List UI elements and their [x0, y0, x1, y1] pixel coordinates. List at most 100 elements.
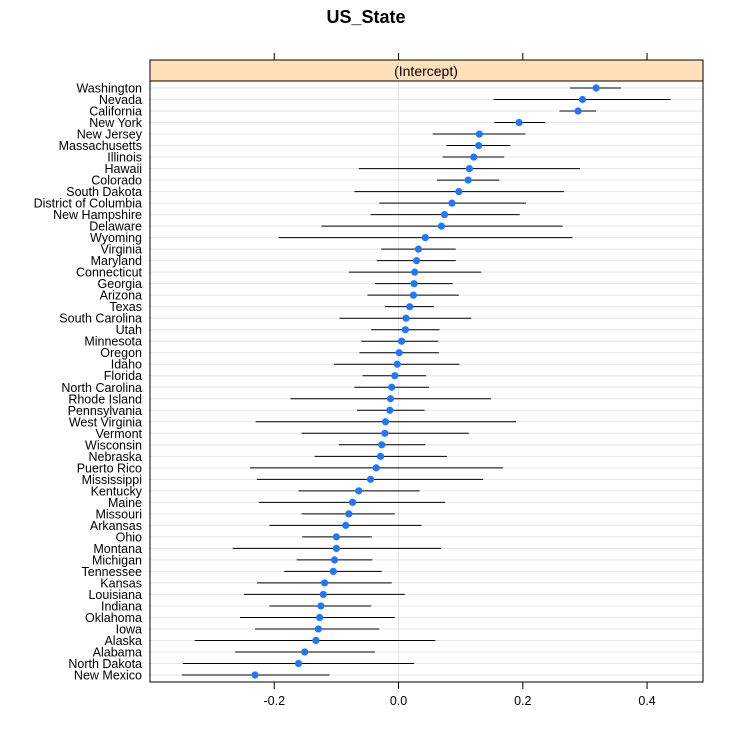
category-label: Connecticut — [76, 266, 143, 280]
estimate-point — [294, 659, 303, 668]
category-label: Minnesota — [84, 335, 142, 349]
estimate-point — [345, 510, 353, 518]
estimate-point — [378, 441, 386, 449]
category-label: South Carolina — [59, 312, 142, 326]
category-label: New York — [89, 116, 143, 130]
category-label: Alabama — [93, 645, 142, 659]
axis-layer: -0.2 0.0 0.2 0.4 — [263, 53, 656, 708]
estimate-point — [401, 326, 409, 334]
estimate-point — [342, 521, 350, 529]
estimate-point — [440, 211, 449, 219]
estimate-point — [395, 349, 403, 357]
estimate-point — [414, 245, 423, 253]
estimate-point — [437, 222, 446, 230]
estimate-point — [391, 372, 399, 380]
category-label: Massachusetts — [59, 139, 142, 153]
category-label: Vermont — [95, 427, 142, 441]
category-label: California — [89, 105, 142, 119]
category-label: Utah — [116, 323, 142, 337]
category-label: Iowa — [116, 622, 142, 636]
x-tick-label: 0.4 — [638, 694, 655, 708]
estimate-point — [470, 153, 478, 161]
category-label: Wyoming — [90, 231, 142, 245]
category-label: Washington — [76, 82, 142, 96]
category-label: Pennsylvania — [68, 404, 142, 418]
estimate-point — [578, 95, 587, 104]
estimate-point — [251, 671, 259, 679]
estimate-point — [316, 613, 324, 622]
category-label: Maryland — [91, 254, 142, 268]
estimate-point — [314, 625, 322, 633]
category-label: Kansas — [100, 576, 142, 590]
strip-label: (Intercept) — [394, 63, 458, 79]
estimate-point — [475, 130, 483, 138]
estimate-point — [376, 452, 385, 460]
category-label: Puerto Rico — [77, 461, 142, 475]
estimate-point — [465, 164, 473, 173]
category-label: Virginia — [101, 243, 143, 257]
x-tick-label: -0.2 — [263, 694, 285, 708]
point-layer — [251, 84, 600, 679]
category-label: Colorado — [91, 174, 142, 188]
category-label: New Jersey — [77, 128, 143, 142]
category-label: Nevada — [99, 93, 142, 107]
category-label: Mississippi — [82, 473, 142, 487]
strip-panel: (Intercept) — [149, 59, 704, 82]
category-label: Indiana — [101, 599, 142, 613]
estimate-point — [348, 498, 357, 506]
category-label: Arkansas — [90, 519, 142, 533]
estimate-point — [312, 636, 320, 645]
estimate-point — [388, 383, 396, 391]
category-label: Wisconsin — [85, 438, 142, 452]
estimate-point — [319, 590, 327, 599]
category-label: District of Columbia — [34, 197, 142, 211]
estimate-point — [409, 291, 418, 299]
estimate-point — [330, 556, 339, 564]
estimate-point — [366, 475, 375, 483]
estimate-point — [381, 429, 389, 437]
panel-frame — [149, 80, 704, 683]
category-label: Alaska — [104, 634, 142, 648]
estimate-point — [329, 567, 337, 576]
chart-title: US_State — [326, 7, 405, 27]
category-label: Illinois — [107, 151, 142, 165]
category-label: Tennessee — [82, 565, 143, 579]
category-label: Hawaii — [104, 162, 142, 176]
category-label: Rhode Island — [68, 392, 142, 406]
estimate-point — [320, 579, 329, 587]
estimate-point — [412, 257, 421, 265]
estimate-point — [574, 107, 582, 115]
estimate-point — [317, 602, 325, 610]
grid-layer — [150, 81, 703, 682]
estimate-point — [475, 141, 483, 150]
category-label: Florida — [104, 369, 142, 383]
x-tick-label: 0.2 — [514, 694, 531, 708]
category-label: Nebraska — [89, 450, 143, 464]
category-label: New Mexico — [74, 669, 142, 683]
category-label: Oklahoma — [85, 611, 142, 625]
category-label: Maine — [108, 496, 142, 510]
estimate-point — [301, 648, 309, 656]
estimate-point — [332, 544, 341, 552]
interval-layer — [181, 87, 671, 676]
estimate-point — [411, 268, 419, 276]
category-label: Delaware — [89, 220, 142, 234]
estimate-point — [455, 187, 463, 196]
estimate-point — [372, 464, 380, 472]
estimate-point — [406, 303, 414, 311]
estimate-point — [515, 118, 523, 127]
estimate-point — [393, 360, 401, 368]
estimate-point — [332, 533, 341, 541]
category-label: Georgia — [98, 277, 143, 291]
category-label: Oregon — [100, 346, 142, 360]
category-label: Michigan — [92, 553, 142, 567]
category-label: South Dakota — [66, 185, 142, 199]
category-label: Idaho — [111, 358, 142, 372]
category-label: Ohio — [116, 530, 142, 544]
category-label: West Virginia — [69, 415, 142, 429]
estimate-point — [386, 395, 395, 403]
estimate-point — [381, 418, 390, 426]
category-label: Texas — [109, 300, 142, 314]
estimate-point — [398, 337, 406, 345]
